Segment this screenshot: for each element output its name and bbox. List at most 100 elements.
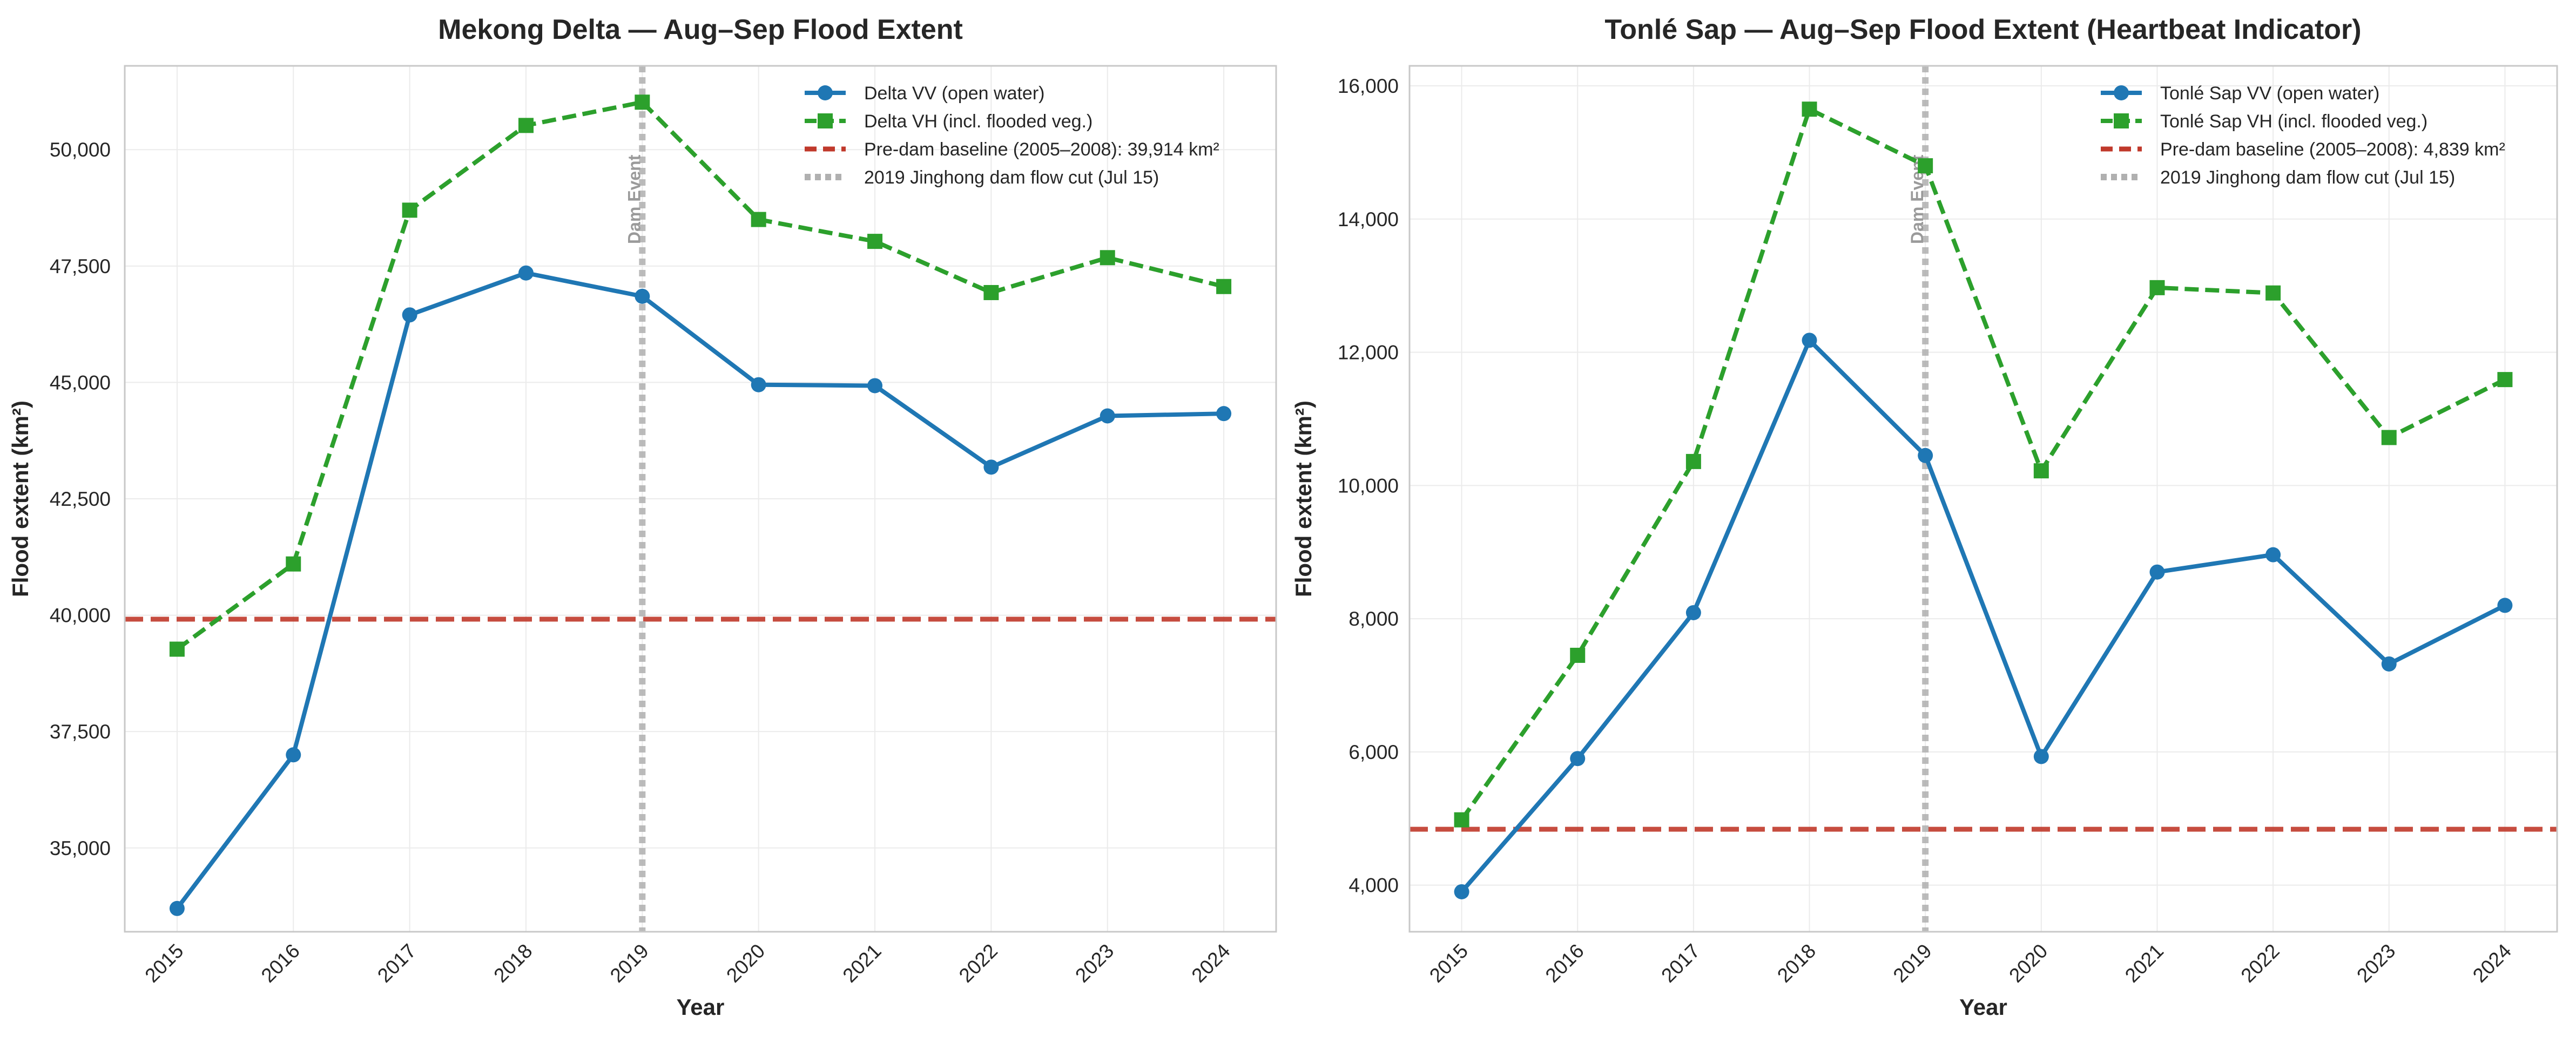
data-point-circle [518,265,534,281]
x-tick-label: 2023 [2352,940,2399,987]
y-tick-label: 16,000 [1338,75,1399,97]
data-point-circle [1454,884,1469,899]
data-point-square [2149,280,2165,295]
series-line-1 [175,270,1224,910]
y-tick-label: 45,000 [50,371,111,394]
data-point-circle [1570,751,1586,767]
x-tick-label: 2017 [1657,940,1704,987]
data-point-square [2381,430,2397,445]
data-point-square [1570,647,1586,663]
legend-marker-square [818,113,833,128]
data-point-square [518,118,534,133]
x-tick-label: 2024 [1188,940,1235,987]
plot-frame [1408,65,2558,933]
y-tick-label: 40,000 [50,605,111,627]
legend-label: 2019 Jinghong dam flow cut (Jul 15) [864,167,1159,188]
x-tick-label: 2018 [489,940,536,987]
data-point-circle [169,900,185,916]
data-point-square [2265,285,2281,301]
series-line-2 [1460,107,2506,822]
legend: Tonlé Sap VV (open water) Tonlé Sap VH (i… [2101,83,2505,188]
data-point-square [1918,158,1933,174]
y-tick-label: 42,500 [50,488,111,510]
data-point-circle [867,378,883,394]
legend-marker-circle [2114,85,2129,100]
x-tick-label: 2022 [2237,940,2284,987]
chart-title: Mekong Delta — Aug–Sep Flood Extent [438,14,963,45]
x-tick-label: 2020 [722,940,769,987]
x-tick-label: 2019 [1889,940,1936,987]
data-point-square [1100,250,1115,266]
data-point-square [635,94,650,110]
legend-label: Delta VH (incl. flooded veg.) [864,111,1093,132]
data-point-circle [1802,333,1817,348]
plot-frame [124,65,1277,933]
x-tick-label: 2018 [1773,940,1820,987]
x-tick-label: 2019 [606,940,653,987]
chart-panel-2: Dam Event4,0006,0008,00010,00012,00014,0… [1291,14,2558,1020]
chart-panel-1: Dam Event 35,000 37,500 40,000 42,500 45,000 4… [8,14,1277,1020]
x-tick-label: 2023 [1071,940,1118,987]
legend-label: Tonlé Sap VV (open water) [2160,83,2379,104]
data-point-square [1685,453,1701,469]
y-tick-label: 14,000 [1338,208,1399,231]
x-tick-label: 2015 [1425,940,1472,987]
data-point-circle [2265,547,2281,562]
y-tick-label: 10,000 [1338,475,1399,497]
y-tick-label: 8,000 [1348,608,1399,630]
y-tick-label: 35,000 [50,837,111,859]
data-point-square [402,202,417,218]
data-point-square [1802,101,1817,117]
x-axis-label: Year [677,994,725,1020]
series-line-1 [1460,338,2506,893]
y-axis-label: Flood extent (km²) [1291,401,1316,597]
x-tick-label: 2017 [373,940,420,987]
data-point-circle [635,288,650,304]
y-tick-label: 4,000 [1348,875,1399,897]
chart-title: Tonlé Sap — Aug–Sep Flood Extent (Heartb… [1604,14,2361,45]
x-tick-label: 2024 [2469,940,2516,987]
x-tick-label: 2015 [140,940,187,987]
data-point-circle [2033,749,2049,764]
data-point-square [2033,463,2049,479]
data-point-circle [983,459,999,475]
data-point-square [2497,372,2513,388]
data-point-circle [1685,605,1701,620]
legend-marker-circle [818,85,833,100]
legend: Delta VV (open water) Delta VH (incl. flo… [805,83,1219,188]
legend-label: Tonlé Sap VH (incl. flooded veg.) [2160,111,2427,132]
data-point-square [286,556,301,572]
x-tick-label: 2021 [2121,940,2168,987]
x-tick-label: 2016 [257,940,304,987]
data-point-circle [2381,656,2397,672]
data-point-circle [2149,564,2165,580]
data-point-circle [1918,448,1933,463]
legend-label: Pre-dam baseline (2005–2008): 39,914 km² [864,139,1219,160]
data-point-square [1454,812,1469,828]
y-axis-label: Flood extent (km²) [8,401,33,597]
data-point-circle [402,307,417,323]
x-tick-label: 2016 [1541,940,1588,987]
y-tick-label: 50,000 [50,139,111,161]
series-line-2 [176,100,1225,651]
plot-area [1410,66,2557,932]
legend-label: Delta VV (open water) [864,83,1045,104]
x-tick-label: 2020 [2005,940,2052,987]
data-point-square [867,234,883,249]
data-point-circle [751,377,766,392]
legend-label: Pre-dam baseline (2005–2008): 4,839 km² [2160,139,2505,160]
y-tick-label: 12,000 [1338,342,1399,364]
legend-marker-square [2114,113,2129,128]
data-point-square [169,641,185,657]
x-tick-label: 2021 [838,940,885,987]
legend-label: 2019 Jinghong dam flow cut (Jul 15) [2160,167,2455,188]
data-point-circle [1216,406,1232,422]
x-tick-label: 2022 [955,940,1002,987]
data-point-circle [286,747,301,763]
y-tick-label: 47,500 [50,255,111,277]
event-annotation: Dam Event [624,154,644,244]
data-point-circle [2497,598,2513,613]
data-point-square [1216,279,1232,294]
y-tick-label: 37,500 [50,721,111,743]
